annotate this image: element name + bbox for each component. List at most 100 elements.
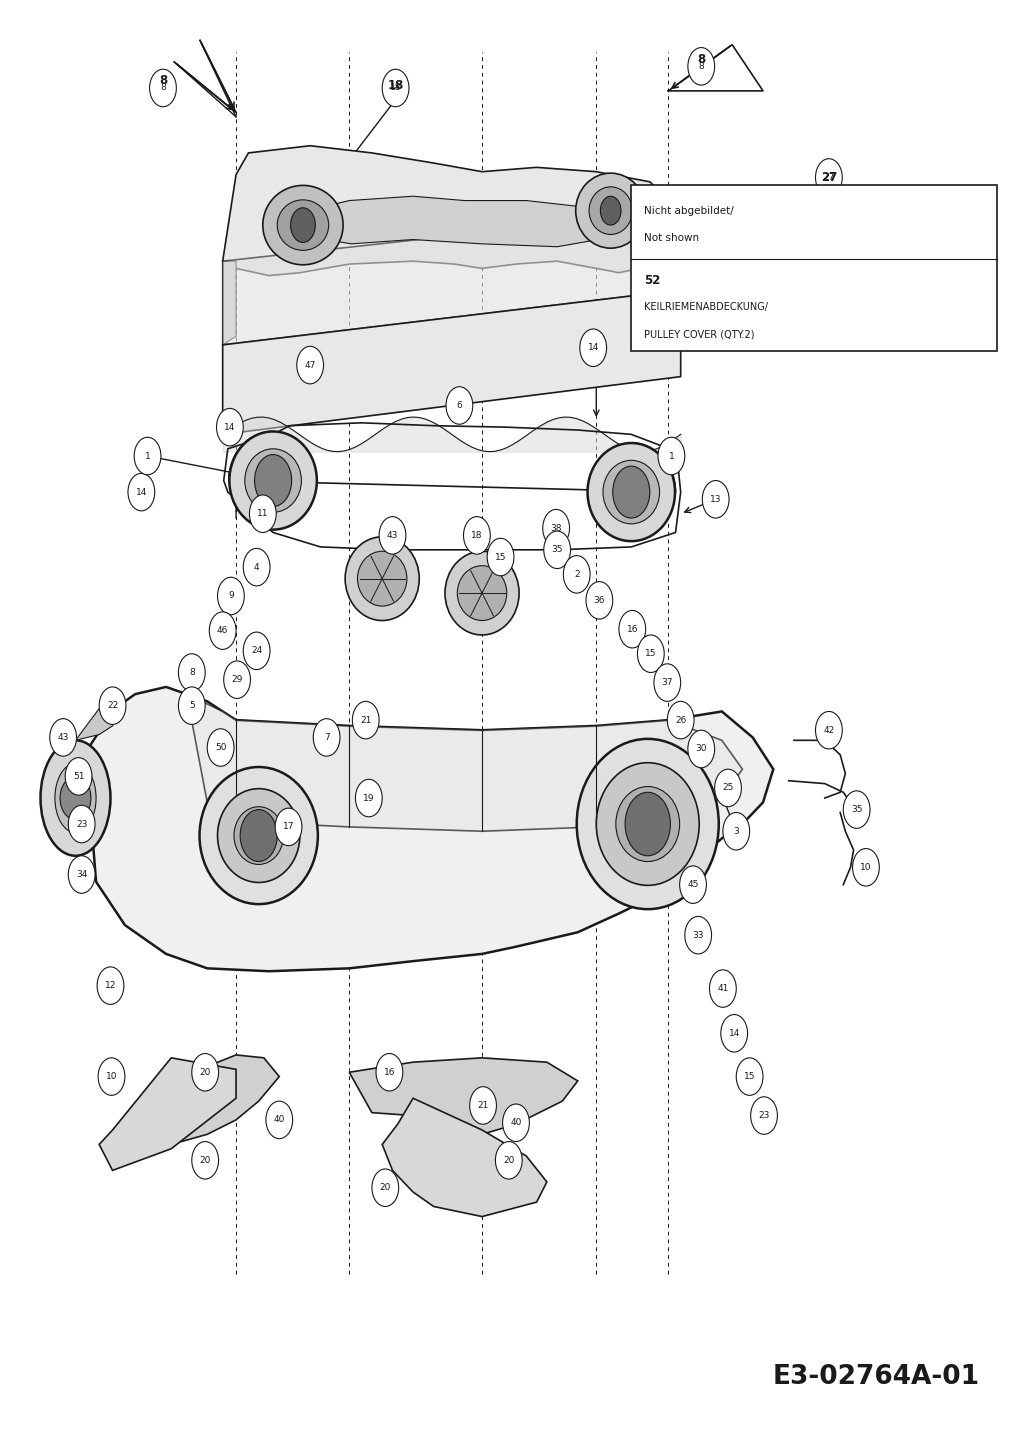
Ellipse shape [603, 460, 659, 523]
Text: 35: 35 [851, 805, 863, 814]
Text: 18: 18 [390, 84, 401, 93]
Text: 4: 4 [254, 562, 259, 571]
Circle shape [68, 805, 95, 843]
Polygon shape [223, 211, 681, 346]
Text: PULLEY COVER (QTY.2): PULLEY COVER (QTY.2) [644, 330, 754, 338]
Circle shape [352, 701, 379, 739]
Text: 16: 16 [626, 625, 638, 633]
Circle shape [255, 454, 292, 506]
Circle shape [495, 1141, 522, 1178]
Text: 14: 14 [587, 343, 599, 353]
Text: 1: 1 [144, 451, 151, 460]
Ellipse shape [278, 200, 328, 250]
Text: 18: 18 [387, 78, 404, 91]
Circle shape [179, 654, 205, 691]
Circle shape [714, 769, 741, 807]
Text: 38: 38 [550, 523, 561, 532]
Circle shape [736, 1058, 763, 1096]
Text: 17: 17 [283, 823, 294, 831]
Text: 50: 50 [215, 743, 226, 752]
Circle shape [563, 555, 590, 593]
Circle shape [601, 197, 621, 226]
Circle shape [355, 779, 382, 817]
Circle shape [98, 1058, 125, 1096]
Text: 15: 15 [744, 1071, 755, 1082]
Circle shape [680, 866, 707, 904]
Ellipse shape [40, 740, 110, 856]
Circle shape [65, 758, 92, 795]
Ellipse shape [234, 807, 284, 865]
Circle shape [638, 635, 665, 672]
Text: 5: 5 [189, 701, 195, 710]
Circle shape [843, 791, 870, 829]
Polygon shape [669, 211, 681, 298]
Polygon shape [223, 291, 681, 434]
Circle shape [150, 69, 176, 107]
Circle shape [128, 473, 155, 510]
Ellipse shape [345, 536, 419, 620]
Circle shape [209, 612, 236, 649]
Text: 46: 46 [217, 626, 228, 635]
Text: 20: 20 [199, 1155, 211, 1165]
Circle shape [314, 719, 340, 756]
Text: 36: 36 [593, 596, 605, 604]
Circle shape [382, 69, 409, 107]
Ellipse shape [577, 739, 718, 910]
Text: 10: 10 [105, 1071, 118, 1082]
Text: 8: 8 [160, 84, 166, 93]
Circle shape [60, 777, 91, 820]
Ellipse shape [445, 551, 519, 635]
Text: 26: 26 [675, 716, 686, 724]
Ellipse shape [55, 763, 96, 833]
Text: 23: 23 [76, 820, 88, 829]
Circle shape [685, 917, 711, 954]
Text: 29: 29 [231, 675, 243, 684]
Circle shape [68, 856, 95, 894]
Circle shape [619, 610, 646, 648]
Ellipse shape [218, 788, 300, 882]
Text: 34: 34 [76, 870, 88, 879]
Polygon shape [223, 262, 236, 346]
Text: 43: 43 [58, 733, 69, 742]
Circle shape [379, 516, 406, 554]
Text: 10: 10 [861, 863, 872, 872]
Text: 47: 47 [304, 360, 316, 370]
Text: 16: 16 [384, 1067, 395, 1077]
Text: 40: 40 [510, 1118, 522, 1128]
Text: 8: 8 [699, 62, 704, 71]
Polygon shape [86, 687, 773, 972]
Text: 8: 8 [698, 52, 706, 65]
Text: 8: 8 [189, 668, 195, 677]
Text: E3-02764A-01: E3-02764A-01 [773, 1364, 979, 1390]
Text: 37: 37 [662, 678, 673, 687]
Circle shape [625, 792, 671, 856]
Circle shape [654, 664, 681, 701]
Text: 23: 23 [759, 1111, 770, 1121]
Circle shape [240, 810, 278, 862]
Circle shape [470, 1087, 496, 1124]
Text: 11: 11 [257, 509, 268, 518]
Ellipse shape [263, 185, 343, 265]
Ellipse shape [616, 787, 680, 862]
Text: 8: 8 [159, 74, 167, 87]
Circle shape [688, 48, 714, 85]
Polygon shape [99, 1058, 236, 1170]
Circle shape [97, 967, 124, 1005]
Circle shape [446, 386, 473, 424]
Circle shape [722, 813, 749, 850]
Text: 7: 7 [324, 733, 329, 742]
Ellipse shape [245, 448, 301, 512]
Circle shape [276, 808, 302, 846]
Polygon shape [382, 1099, 547, 1216]
Ellipse shape [587, 442, 675, 541]
Text: 9: 9 [228, 591, 234, 600]
Circle shape [613, 466, 650, 518]
Polygon shape [349, 1058, 578, 1134]
Polygon shape [223, 146, 681, 276]
Text: KEILRIEMENABDECKUNG/: KEILRIEMENABDECKUNG/ [644, 302, 768, 312]
Text: Not shown: Not shown [644, 233, 699, 243]
Circle shape [815, 159, 842, 197]
Circle shape [586, 581, 613, 619]
Ellipse shape [576, 174, 646, 249]
Text: 30: 30 [696, 745, 707, 753]
